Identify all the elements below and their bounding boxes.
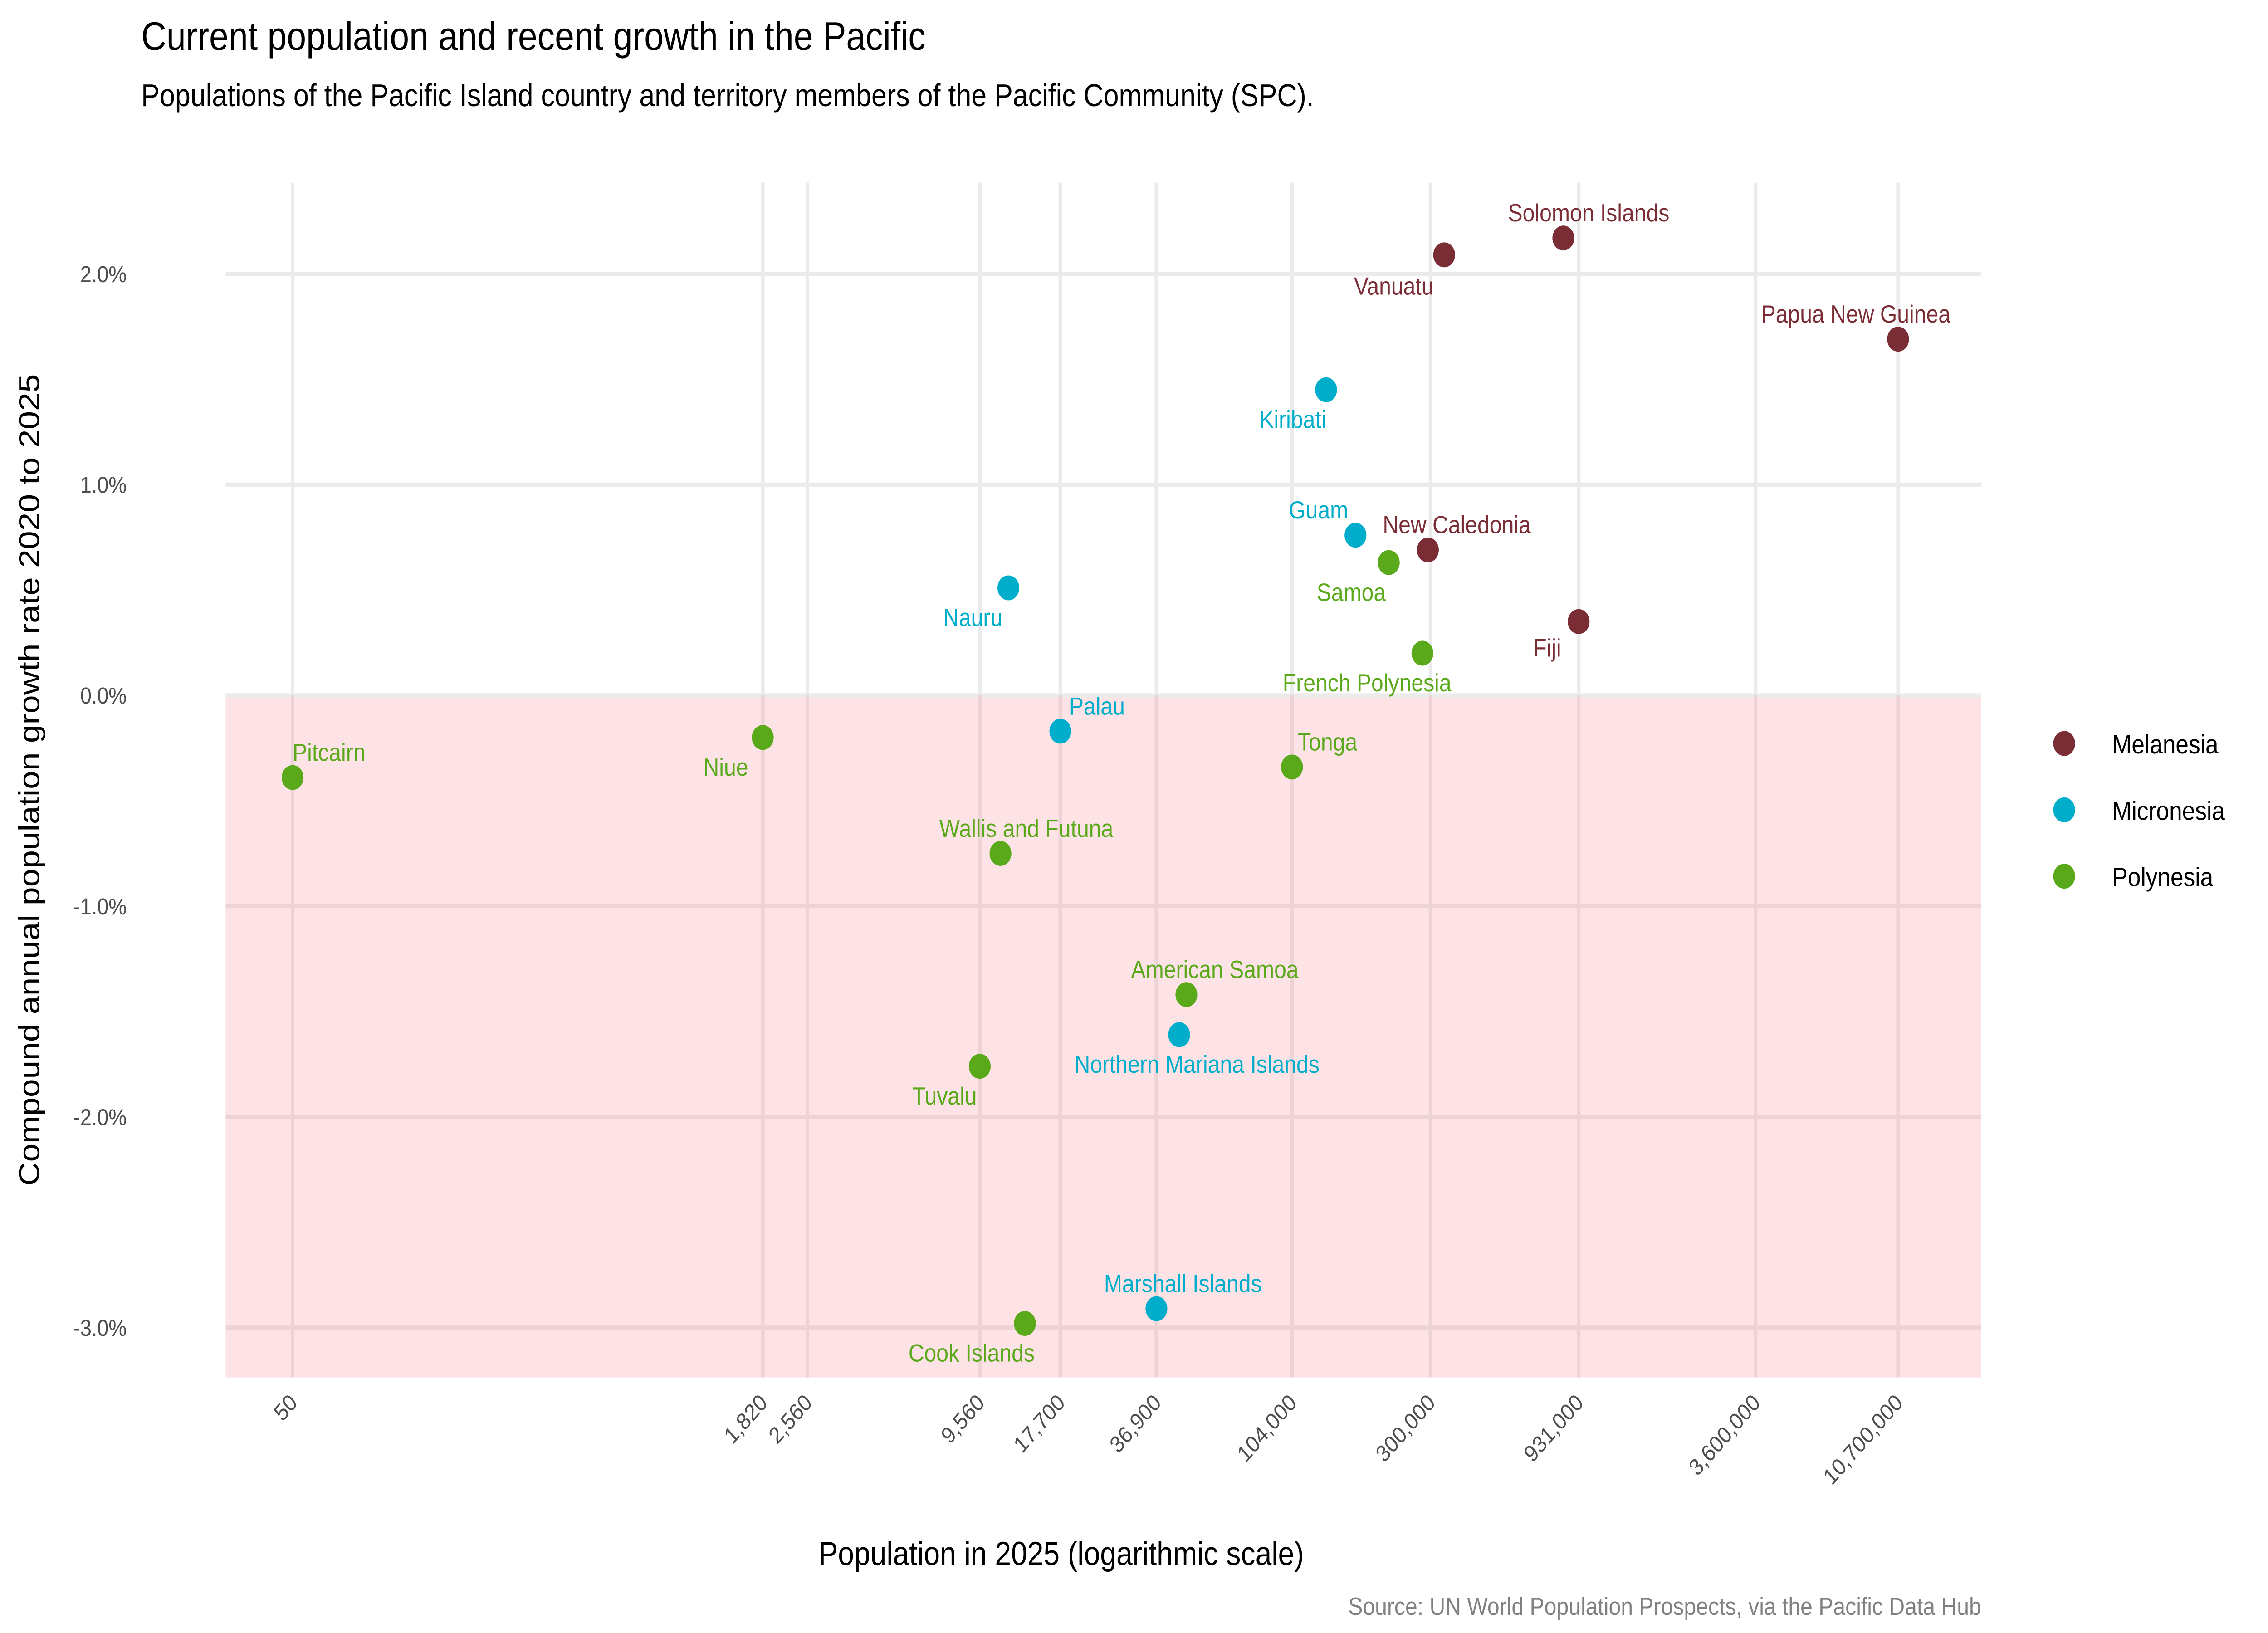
point-label: Northern Mariana Islands — [1074, 1050, 1319, 1078]
data-point — [989, 841, 1012, 866]
x-tick-label: 50 — [269, 1389, 302, 1426]
data-point — [1417, 537, 1439, 562]
data-point — [1014, 1311, 1036, 1336]
point-label: Cook Islands — [909, 1339, 1035, 1367]
data-point — [1411, 640, 1433, 666]
y-tick-label: -3.0% — [73, 1315, 127, 1341]
data-point — [1552, 225, 1574, 251]
point-label: New Caledonia — [1383, 511, 1531, 539]
x-tick-label: 36,900 — [1105, 1389, 1166, 1458]
data-point — [1315, 377, 1337, 402]
data-point — [1049, 719, 1071, 744]
x-tick-label: 9,560 — [937, 1389, 989, 1449]
x-axis-title: Population in 2025 (logarithmic scale) — [818, 1535, 1304, 1572]
y-tick-label: -2.0% — [73, 1105, 127, 1130]
data-point — [1568, 609, 1590, 634]
data-point — [281, 765, 304, 790]
point-label: Wallis and Futuna — [939, 814, 1114, 842]
y-axis-title: Compound annual population growth rate 2… — [13, 374, 46, 1186]
point-label: American Samoa — [1131, 955, 1299, 983]
point-label: French Polynesia — [1283, 669, 1452, 697]
point-label: Fiji — [1533, 634, 1561, 662]
data-point — [1175, 982, 1198, 1007]
point-label: Vanuatu — [1354, 272, 1434, 300]
data-point — [1145, 1296, 1168, 1321]
point-label: Pitcairn — [293, 738, 365, 767]
y-tick-label: 2.0% — [80, 261, 127, 287]
legend-key — [2053, 797, 2075, 822]
y-tick-label: 0.0% — [80, 683, 127, 709]
data-point — [1887, 327, 1909, 352]
x-tick-label: 104,000 — [1233, 1389, 1301, 1467]
x-tick-label: 3,600,000 — [1684, 1389, 1765, 1481]
x-tick-label: 10,700,000 — [1819, 1389, 1907, 1490]
legend-label: Micronesia — [2112, 796, 2225, 826]
chart-title: Current population and recent growth in … — [141, 14, 925, 59]
data-point — [968, 1054, 991, 1079]
data-point — [1168, 1022, 1190, 1047]
point-label: Kiribati — [1259, 405, 1326, 433]
y-tick-label: -1.0% — [73, 894, 127, 919]
point-label: Solomon Islands — [1508, 199, 1670, 227]
point-label: Palau — [1069, 692, 1125, 720]
x-tick-label: 931,000 — [1520, 1389, 1588, 1467]
point-label: Tuvalu — [912, 1082, 977, 1110]
point-label: Samoa — [1317, 578, 1386, 606]
negative-growth-region — [225, 695, 1981, 1378]
legend-key — [2053, 731, 2075, 756]
data-point — [1281, 754, 1303, 780]
data-point — [997, 575, 1020, 601]
legend: Melanesia Micronesia Polynesia — [2053, 729, 2225, 892]
point-label: Guam — [1289, 496, 1348, 524]
legend-key — [2053, 864, 2075, 889]
data-point — [1433, 242, 1455, 268]
x-tick-label: 17,700 — [1009, 1389, 1070, 1458]
source-caption: Source: UN World Population Prospects, v… — [1348, 1592, 1981, 1620]
legend-label: Melanesia — [2112, 729, 2219, 759]
point-label: Tonga — [1298, 728, 1357, 756]
point-label: Marshall Islands — [1104, 1269, 1262, 1297]
point-label: Papua New Guinea — [1761, 300, 1951, 328]
legend-label: Polynesia — [2112, 862, 2214, 892]
point-label: Nauru — [943, 603, 1002, 631]
x-tick-label: 300,000 — [1371, 1389, 1439, 1467]
x-tick-label: 2,560 — [764, 1389, 816, 1449]
chart-subtitle: Populations of the Pacific Island countr… — [141, 78, 1314, 113]
point-label: Niue — [704, 753, 748, 781]
data-point — [752, 725, 774, 750]
x-tick-label: 1,820 — [720, 1389, 772, 1449]
data-point — [1378, 550, 1400, 575]
data-point — [1344, 523, 1367, 548]
y-tick-label: 1.0% — [80, 472, 127, 498]
